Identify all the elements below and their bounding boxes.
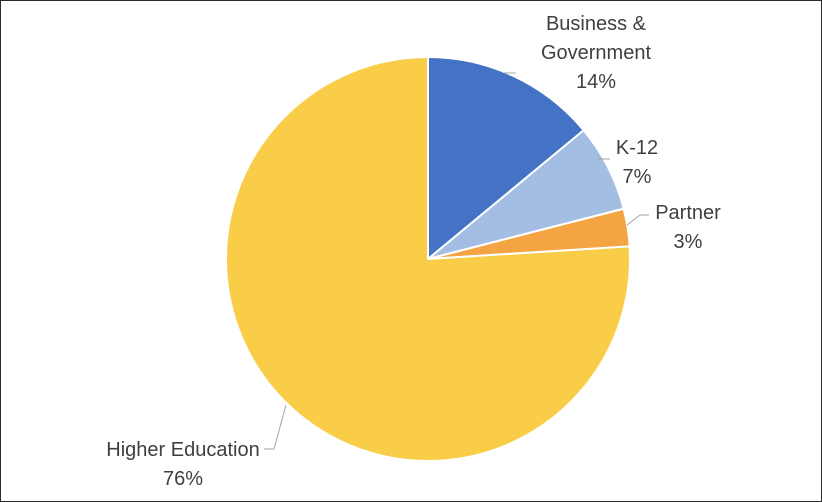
- pie-slice-higher-education: [224, 56, 631, 462]
- data-label-k-12: K-12 7%: [616, 137, 658, 188]
- data-label-value: 76%: [163, 468, 203, 490]
- pie-slices: [224, 56, 631, 462]
- data-label-category: Partner: [655, 202, 721, 224]
- data-label-value: 7%: [623, 166, 652, 188]
- data-label-value: 3%: [674, 231, 703, 253]
- data-label-category: Business &: [546, 13, 647, 35]
- data-label-category: Higher Education: [106, 439, 259, 461]
- leader-lines: [264, 72, 649, 450]
- data-label-business-and-government: Business & Government 14%: [541, 13, 651, 93]
- leader-line-higher-education: [264, 404, 287, 450]
- data-label-partner: Partner 3%: [655, 202, 721, 253]
- data-labels: Business & Government 14% K-12 7%Partner 3% Hi…: [106, 13, 721, 490]
- data-label-higher-education: Higher Education 76%: [106, 439, 259, 490]
- leader-line-partner: [626, 214, 649, 226]
- pie-slice-business-and-government: [427, 56, 585, 260]
- data-label-value: 14%: [576, 71, 616, 93]
- data-label-category: K-12: [616, 137, 658, 159]
- data-label-category: Government: [541, 42, 651, 64]
